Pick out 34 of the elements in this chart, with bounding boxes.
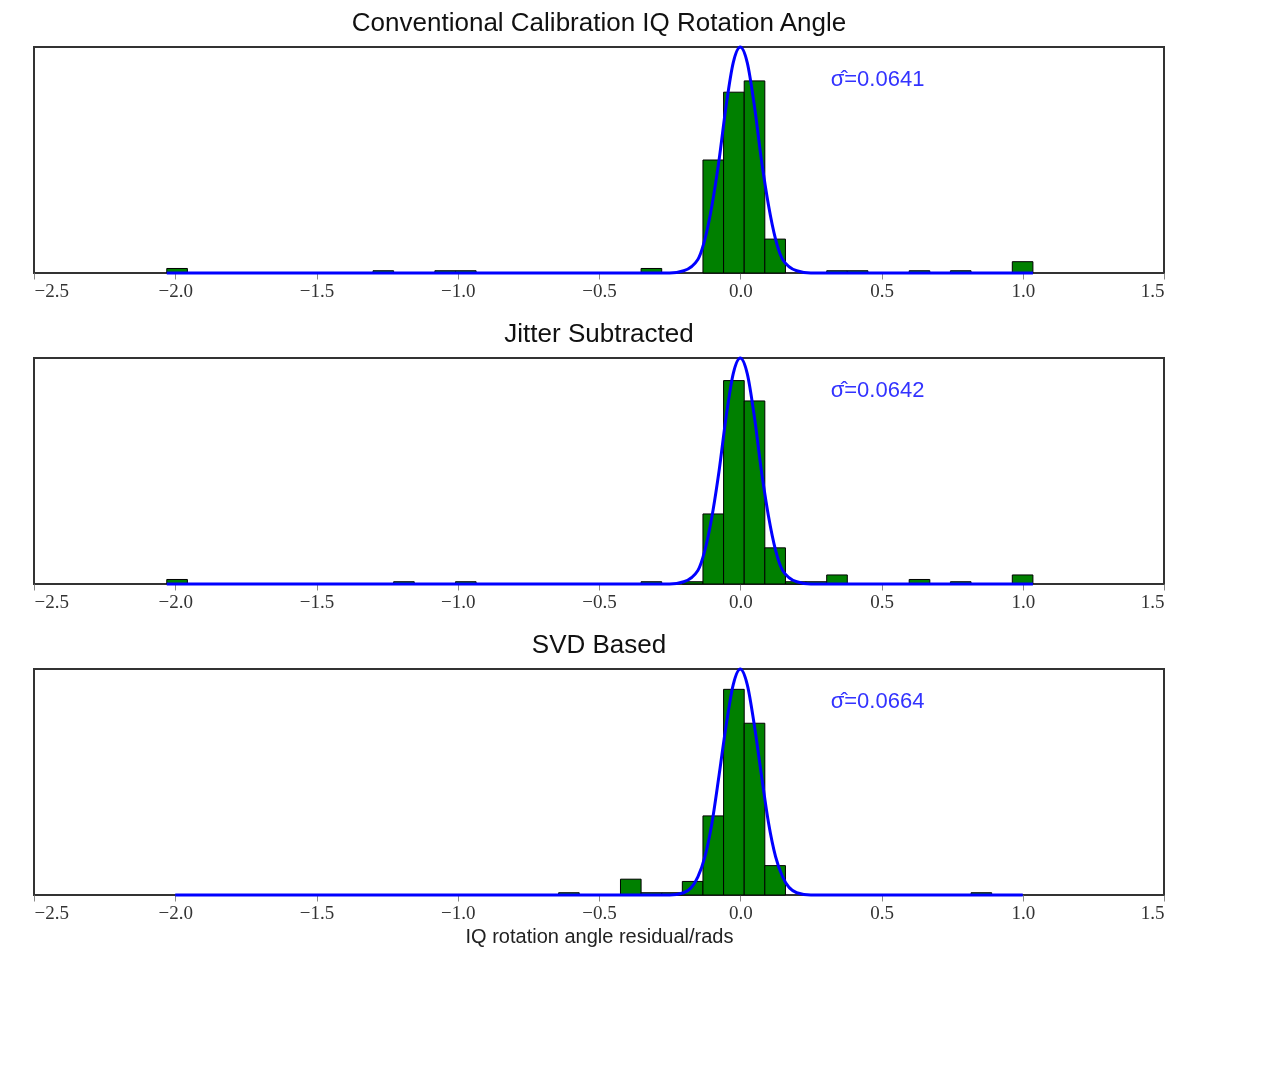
annotation: σ̂=0.0664 [830, 687, 925, 713]
x-tick-label: −2.0 [158, 279, 193, 301]
x-axis-title: IQ rotation angle residual/rads [465, 924, 734, 947]
x-tick-label: 1.0 [1011, 901, 1036, 923]
x-tick-label: −1.0 [441, 901, 476, 923]
x-tick-label: −2.5 [34, 279, 69, 301]
x-tick-label: −1.0 [441, 279, 476, 301]
x-tick-label: 0.0 [728, 901, 753, 923]
x-tick-label: −1.5 [299, 279, 335, 301]
x-tick-label: 1.0 [1011, 279, 1036, 301]
x-tick-label: 0.0 [728, 279, 753, 301]
x-tick-label: −2.5 [34, 590, 69, 612]
x-tick-label: 0.5 [870, 590, 894, 612]
x-tick-label: −2.0 [158, 901, 193, 923]
x-tick-label: 1.5 [1140, 279, 1165, 301]
x-tick-label: −0.5 [582, 901, 617, 923]
x-tick-label: 1.5 [1140, 901, 1165, 923]
x-tick-label: −1.5 [299, 901, 335, 923]
x-tick-label: 0.5 [870, 279, 894, 301]
annotation: σ̂=0.0641 [830, 65, 925, 91]
x-tick-label: −1.5 [299, 590, 335, 612]
x-tick-label: −2.5 [34, 901, 69, 923]
x-tick-label: 0.0 [728, 590, 753, 612]
x-tick-label: 1.0 [1011, 590, 1036, 612]
chart-title: Conventional Calibration IQ Rotation Angle [351, 6, 847, 37]
chart-title: SVD Based [531, 628, 667, 659]
x-tick-label: −0.5 [582, 279, 617, 301]
x-tick-label: −0.5 [582, 590, 617, 612]
x-tick-label: 1.5 [1140, 590, 1165, 612]
chart-title: Jitter Subtracted [504, 317, 694, 348]
x-tick-label: 0.5 [870, 901, 894, 923]
x-tick-label: −1.0 [441, 590, 476, 612]
annotation: σ̂=0.0642 [830, 376, 925, 402]
x-tick-label: −2.0 [158, 590, 193, 612]
